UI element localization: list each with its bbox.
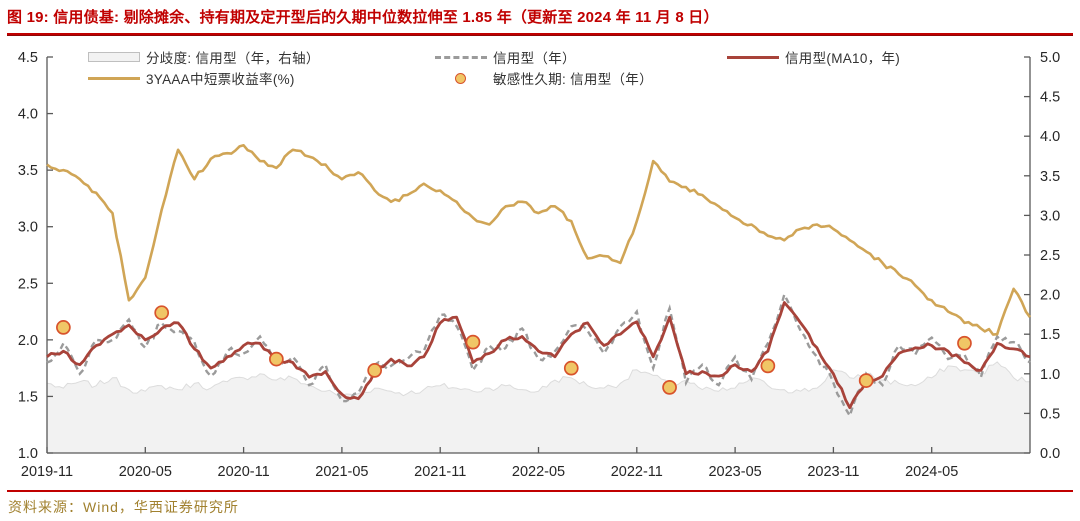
series-3yaaa-yield: [46, 144, 1032, 336]
right-axis-tick-label: 3.0: [1040, 208, 1060, 224]
x-axis-tick-label: 2020-11: [218, 464, 270, 480]
right-axis-tick-label: 3.5: [1040, 169, 1060, 185]
duration-chart: 4.5 4.0 3.5 3.0 2.5 2.0 1.5 1.0 5.0 4.5 4.0 3.5 3.0 2…: [18, 50, 1060, 480]
yield-3yaaa-line: [46, 144, 1032, 336]
sensitive-duration-dot: [56, 320, 71, 335]
sensitive-duration-dot: [662, 380, 677, 395]
right-axis-tick-label: 5.0: [1040, 50, 1060, 66]
sensitive-duration-dot: [957, 335, 972, 351]
series-sensitive-duration-dots: [56, 305, 972, 395]
sensitive-duration-dot: [760, 358, 776, 374]
sensitive-duration-dot: [269, 351, 284, 367]
left-axis-tick-label: 4.5: [18, 50, 38, 66]
right-axis-tick-label: 0.0: [1040, 446, 1060, 462]
left-axis-tick-label: 3.0: [18, 220, 38, 236]
left-axis-tick-label: 4.0: [18, 107, 38, 123]
right-axis-tick-label: 1.5: [1040, 327, 1060, 343]
figure-title: 图 19: 信用债基: 剔除摊余、持有期及定开型后的久期中位数拉伸至 1.85 …: [7, 9, 719, 26]
x-axis-tick-label: 2020-05: [119, 464, 172, 480]
chart-area: 4.5 4.0 3.5 3.0 2.5 2.0 1.5 1.0 5.0 4.5 4.0 3.5 3.0 2…: [0, 45, 1080, 488]
left-axis-tick-label: 1.5: [18, 389, 38, 405]
x-axis-tick-label: 2023-11: [807, 464, 859, 480]
source-note: 资料来源：Wind，华西证券研究所: [8, 499, 239, 515]
axis-tick-labels: 4.5 4.0 3.5 3.0 2.5 2.0 1.5 1.0 5.0 4.5 4.0 3.5 3.0 2…: [18, 50, 1060, 480]
sensitive-duration-dot: [154, 305, 170, 321]
sensitive-duration-dot: [858, 373, 874, 388]
x-axis-tick-label: 2022-05: [512, 464, 565, 480]
x-axis-tick-label: 2021-11: [414, 464, 466, 480]
axes: [46, 56, 1031, 454]
x-axis-tick-label: 2021-05: [315, 464, 368, 480]
left-axis-tick-label: 2.0: [18, 333, 38, 349]
source-divider-rule: [7, 490, 1073, 492]
right-axis-tick-label: 4.0: [1040, 129, 1060, 145]
right-axis-tick-label: 1.0: [1040, 367, 1060, 383]
sensitive-duration-dot: [367, 363, 383, 378]
right-axis-tick-label: 4.5: [1040, 90, 1060, 106]
right-axis-tick-label: 2.0: [1040, 288, 1060, 304]
right-axis-tick-label: 0.5: [1040, 406, 1060, 422]
title-divider-rule: [7, 33, 1073, 36]
left-axis-tick-label: 1.0: [18, 446, 38, 462]
x-axis-tick-label: 2024-05: [905, 464, 958, 480]
right-axis-tick-label: 2.5: [1040, 248, 1060, 264]
sensitive-duration-dot: [465, 334, 481, 350]
x-axis-tick-label: 2023-05: [708, 464, 761, 480]
left-axis-tick-label: 2.5: [18, 276, 38, 292]
x-axis-tick-label: 2022-11: [611, 464, 663, 480]
x-axis-tick-label: 2019-11: [21, 464, 73, 480]
sensitive-duration-dot: [563, 360, 579, 376]
left-axis-tick-label: 3.5: [18, 163, 38, 179]
